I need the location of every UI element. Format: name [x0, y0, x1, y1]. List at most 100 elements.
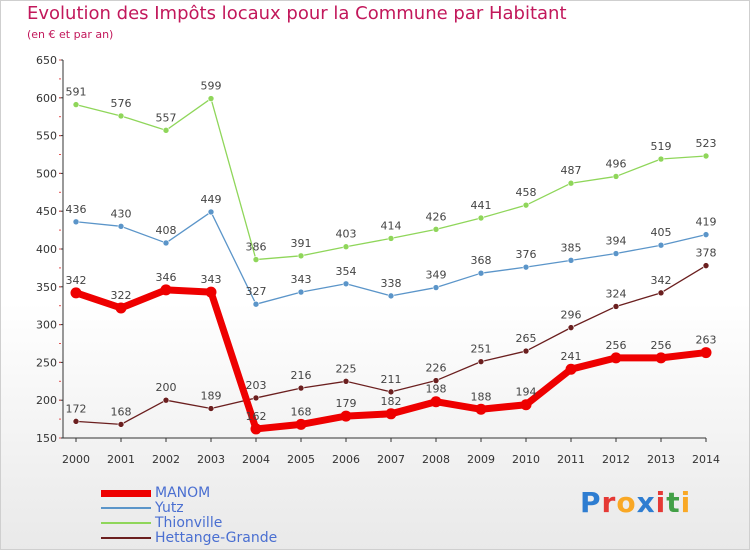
- data-point: [387, 388, 395, 396]
- data-label: 376: [516, 248, 537, 261]
- data-label: 256: [606, 339, 627, 352]
- y-tick-label: 450: [36, 205, 57, 218]
- data-point: [250, 423, 262, 435]
- y-tick-label: 150: [36, 432, 57, 445]
- data-point: [295, 418, 307, 430]
- data-label: 342: [66, 274, 87, 287]
- data-point: [385, 408, 397, 420]
- data-label: 403: [336, 228, 357, 241]
- data-point: [70, 287, 82, 299]
- x-tick-label: 2000: [62, 453, 90, 466]
- data-point: [162, 127, 170, 134]
- data-label: 523: [696, 137, 717, 150]
- data-label: 179: [336, 397, 357, 410]
- data-label: 263: [696, 334, 717, 347]
- data-point: [432, 226, 440, 233]
- logo-letter: t: [666, 486, 681, 519]
- data-label: 394: [606, 235, 627, 248]
- data-label: 338: [381, 277, 402, 290]
- data-point: [702, 262, 710, 269]
- data-point: [252, 394, 260, 402]
- y-tick-label: 500: [36, 167, 57, 180]
- data-point: [72, 101, 80, 108]
- data-point: [342, 243, 350, 251]
- data-label: 391: [291, 237, 312, 250]
- data-label: 189: [201, 390, 222, 403]
- y-tick-label: 200: [36, 394, 57, 407]
- x-tick-label: 2001: [107, 453, 135, 466]
- data-label: 198: [426, 383, 447, 396]
- data-label: 168: [291, 405, 312, 418]
- data-point: [477, 358, 485, 365]
- data-point: [702, 152, 710, 160]
- legend-label: Hettange-Grande: [155, 530, 278, 546]
- data-label: 322: [111, 289, 132, 302]
- data-point: [387, 292, 395, 300]
- data-label: 496: [606, 157, 627, 170]
- data-point: [160, 284, 172, 296]
- data-point: [657, 289, 665, 297]
- data-label: 449: [201, 193, 222, 206]
- data-label: 519: [651, 140, 672, 153]
- data-label: 172: [66, 402, 87, 415]
- data-point: [297, 252, 305, 260]
- logo-letter: i: [680, 486, 692, 519]
- x-tick-label: 2011: [557, 453, 585, 466]
- data-label: 203: [246, 379, 267, 392]
- x-tick-label: 2005: [287, 453, 315, 466]
- data-label: 343: [291, 273, 312, 286]
- y-tick-label: 300: [36, 319, 57, 332]
- y-tick-label: 400: [36, 243, 57, 256]
- data-point: [567, 324, 575, 331]
- data-point: [207, 95, 215, 102]
- data-label: 296: [561, 309, 582, 322]
- data-point: [162, 239, 170, 247]
- data-point: [162, 396, 170, 404]
- data-point: [432, 377, 440, 384]
- data-point: [117, 421, 125, 428]
- data-point: [430, 396, 442, 408]
- x-tick-label: 2009: [467, 453, 495, 466]
- data-point: [565, 363, 577, 375]
- data-point: [475, 403, 487, 415]
- data-point: [252, 256, 260, 263]
- data-label: 251: [471, 343, 492, 356]
- data-point: [342, 377, 350, 385]
- y-tick-label: 250: [36, 356, 57, 369]
- data-label: 342: [651, 274, 672, 287]
- logo-letter: o: [616, 486, 637, 519]
- data-point: [567, 257, 575, 264]
- logo-letter: P: [580, 486, 602, 519]
- data-point: [477, 269, 485, 277]
- y-tick-label: 550: [36, 130, 57, 143]
- logo-letter: r: [601, 486, 617, 519]
- data-label: 441: [471, 199, 492, 212]
- data-label: 327: [246, 285, 267, 298]
- chart-subtitle: (en € et par an): [27, 28, 114, 41]
- legend-swatch: [101, 537, 151, 539]
- data-label: 188: [471, 390, 492, 403]
- x-tick-label: 2012: [602, 453, 630, 466]
- data-label: 211: [381, 373, 402, 386]
- x-tick-label: 2007: [377, 453, 405, 466]
- data-label: 408: [156, 224, 177, 237]
- data-label: 419: [696, 216, 717, 229]
- data-label: 225: [336, 362, 357, 375]
- x-tick-label: 2010: [512, 453, 540, 466]
- y-tick-label: 650: [36, 54, 57, 67]
- data-label: 226: [426, 362, 447, 375]
- x-tick-label: 2006: [332, 453, 360, 466]
- data-point: [522, 347, 530, 355]
- data-label: 458: [516, 186, 537, 199]
- data-label: 405: [651, 226, 672, 239]
- data-label: 354: [336, 265, 357, 278]
- data-point: [700, 347, 712, 359]
- legend-label: Thionville: [155, 515, 223, 531]
- data-point: [342, 280, 350, 288]
- data-point: [207, 208, 215, 216]
- data-label: 386: [246, 241, 267, 254]
- data-label: 265: [516, 332, 537, 345]
- legend-label: MANOM: [155, 485, 211, 501]
- data-label: 324: [606, 287, 627, 300]
